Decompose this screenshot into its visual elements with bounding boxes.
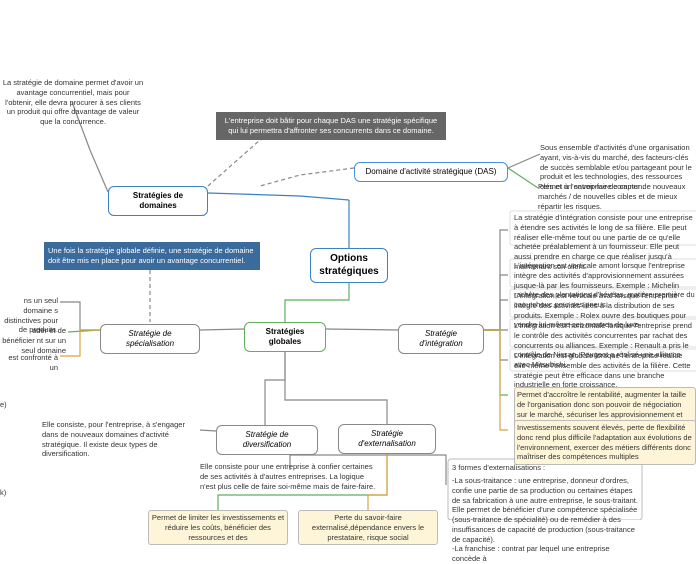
text-spec-frag3: est confronté à un (0, 353, 58, 373)
text-das-benefit: Permet à l'entreprise de capter de nouve… (538, 182, 696, 211)
text-ext-cons: Perte du savoir-faire externalisé,dépend… (298, 510, 438, 545)
node-integration[interactable]: Stratégie d'intégration (398, 324, 484, 354)
text-frag-k: k) (0, 488, 8, 498)
text-diversification-def: Elle consiste, pour l'entreprise, à s'en… (42, 420, 202, 459)
text-integration-global: L'intégration est globale lorsque l'entr… (514, 351, 696, 390)
node-externalisation[interactable]: Stratégie d'externalisation (338, 424, 436, 454)
text-integration-cons: Investissements souvent élevés, perte de… (514, 420, 696, 465)
text-das-strategy: L'entreprise doit bâtir pour chaque DAS … (216, 112, 446, 140)
node-das[interactable]: Domaine d'activité stratégique (DAS) (354, 162, 508, 182)
text-spec-frag2: ader et de bénéficier nt sur un seul dom… (0, 326, 66, 355)
node-diversification[interactable]: Stratégie de diversification (216, 425, 318, 455)
text-frag-e: e) (0, 400, 8, 410)
node-globales[interactable]: Stratégies globales (244, 322, 326, 352)
text-ext-pros: Permet de limiter les investissements et… (148, 510, 288, 545)
text-domain-advantage: La stratégie de domaine permet d'avoir u… (2, 78, 144, 127)
text-externalisation-def: Elle consiste pour une entreprise à conf… (200, 462, 380, 491)
text-global-to-domain: Une fois la stratégie globale définie, u… (44, 242, 260, 270)
text-externalisation-forms: 3 formes d'externalisations : (452, 463, 632, 473)
node-options[interactable]: Options stratégiques (310, 248, 388, 283)
node-domaines[interactable]: Stratégies de domaines (108, 186, 208, 216)
node-specialisation[interactable]: Stratégie de spécialisation (100, 324, 200, 354)
